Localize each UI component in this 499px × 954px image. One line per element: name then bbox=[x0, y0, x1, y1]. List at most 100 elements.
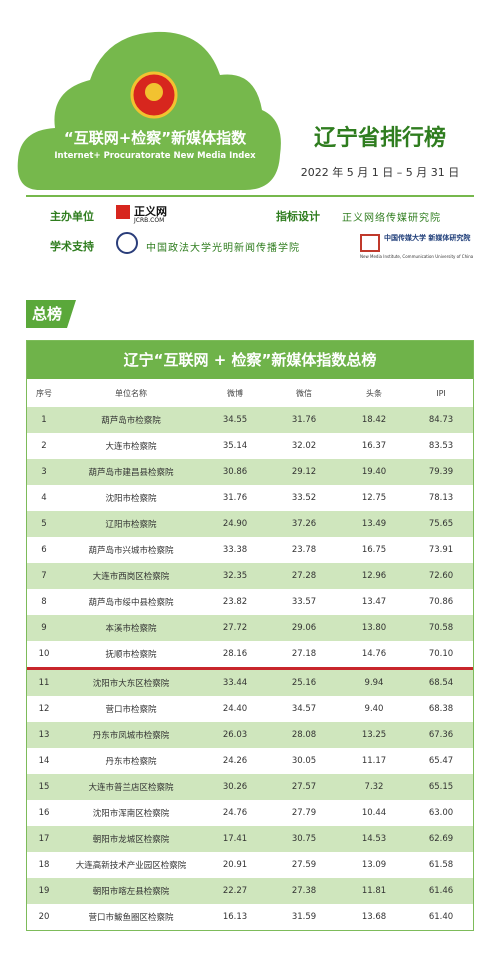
cell: 朝阳市龙城区检察院 bbox=[92, 835, 170, 845]
cell: 16 bbox=[38, 808, 50, 818]
cell: 16.37 bbox=[361, 441, 387, 451]
partner-icon bbox=[360, 234, 380, 252]
cell: 14.76 bbox=[361, 649, 387, 659]
section-tag: 总榜 bbox=[26, 300, 76, 328]
cell: 18.42 bbox=[361, 415, 387, 425]
table-row: 5 辽阳市检察院 24.90 37.26 13.49 75.65 bbox=[27, 511, 473, 537]
cell: 30.86 bbox=[222, 467, 248, 477]
cell: 19.40 bbox=[361, 467, 387, 477]
cell: 30.05 bbox=[291, 756, 317, 766]
host-icon bbox=[116, 205, 130, 219]
cell: 大连市检察院 bbox=[105, 442, 157, 452]
cell: 65.47 bbox=[428, 756, 454, 766]
table-row: 13 丹东市凤城市检察院 26.03 28.08 13.25 67.36 bbox=[27, 722, 473, 748]
cell: 72.60 bbox=[428, 571, 454, 581]
cell: 大连高新技术产业园区检察院 bbox=[75, 861, 187, 871]
table-row: 10 抚顺市检察院 28.16 27.18 14.76 70.10 bbox=[27, 641, 473, 670]
title-en: Internet+ Procuratorate New Media Index bbox=[54, 151, 256, 161]
cell: 12.75 bbox=[361, 493, 387, 503]
cell: 3 bbox=[41, 467, 47, 477]
table-body: 1 葫芦岛市检察院 34.55 31.76 18.42 84.73 2 大连市检察院 35.14… bbox=[27, 407, 473, 930]
design-label: 指标设计 bbox=[276, 210, 320, 223]
cell: 28.16 bbox=[222, 649, 248, 659]
cell: 9 bbox=[41, 623, 47, 633]
cell: 14 bbox=[38, 756, 50, 766]
column-header: 微信 bbox=[296, 388, 312, 398]
cell: 27.79 bbox=[291, 808, 317, 818]
cell: 31.76 bbox=[222, 493, 248, 503]
cell: 4 bbox=[41, 493, 47, 503]
cell: 27.18 bbox=[291, 649, 317, 659]
support-icon bbox=[116, 232, 138, 254]
table-row: 11 沈阳市大东区检察院 33.44 25.16 9.94 68.54 bbox=[27, 670, 473, 696]
title-cn: “互联网+检察”新媒体指数 bbox=[63, 129, 247, 147]
column-header: IPI bbox=[436, 388, 446, 398]
cell: 32.02 bbox=[291, 441, 317, 451]
cell: 30.75 bbox=[291, 834, 317, 844]
cell: 葫芦岛市建昌县检察院 bbox=[88, 468, 174, 478]
cell: 34.55 bbox=[222, 415, 248, 425]
cell: 朝阳市喀左县检察院 bbox=[92, 887, 170, 897]
cell: 27.57 bbox=[291, 782, 317, 792]
cell: 15 bbox=[38, 782, 50, 792]
cell: 27.59 bbox=[291, 860, 317, 870]
cell: 丹东市检察院 bbox=[105, 757, 157, 767]
cell: 68.38 bbox=[428, 704, 454, 714]
cell: 9.40 bbox=[364, 704, 384, 714]
cell: 7 bbox=[41, 571, 47, 581]
table-row: 17 朝阳市龙城区检察院 17.41 30.75 14.53 62.69 bbox=[27, 826, 473, 852]
cell: 24.76 bbox=[222, 808, 248, 818]
support-label: 学术支持 bbox=[50, 240, 94, 253]
column-header: 微博 bbox=[227, 388, 243, 398]
table-row: 16 沈阳市浑南区检察院 24.76 27.79 10.44 63.00 bbox=[27, 800, 473, 826]
cell: 辽阳市检察院 bbox=[105, 520, 157, 530]
cell: 23.78 bbox=[291, 545, 317, 555]
cell: 丹东市凤城市检察院 bbox=[92, 731, 170, 741]
table: 辽宁“互联网 + 检察”新媒体指数总榜 序号 单位名称 微博 微信 头条 IPI 1 葫芦岛… bbox=[26, 340, 474, 931]
cell: 29.12 bbox=[291, 467, 317, 477]
cell: 沈阳市检察院 bbox=[105, 494, 157, 504]
host-label: 主办单位 bbox=[50, 210, 94, 223]
cell: 35.14 bbox=[222, 441, 248, 451]
cell: 14.53 bbox=[361, 834, 387, 844]
cell: 13.80 bbox=[361, 623, 387, 633]
cell: 70.86 bbox=[428, 597, 454, 607]
cell: 大连市西岗区检察院 bbox=[92, 572, 170, 582]
cell: 23.82 bbox=[222, 597, 248, 607]
cell: 9.94 bbox=[364, 678, 384, 688]
table-row: 9 本溪市检察院 27.72 29.06 13.80 70.58 bbox=[27, 615, 473, 641]
cell: 32.35 bbox=[222, 571, 248, 581]
cell: 营口市鲅鱼圈区检察院 bbox=[88, 913, 174, 923]
table-row: 7 大连市西岗区检察院 32.35 27.28 12.96 72.60 bbox=[27, 563, 473, 589]
column-header: 单位名称 bbox=[115, 388, 147, 398]
column-header: 头条 bbox=[366, 388, 382, 398]
cell: 33.44 bbox=[222, 678, 248, 688]
host-logo: 正义网 bbox=[134, 205, 167, 218]
table-row: 15 大连市普兰店区检察院 30.26 27.57 7.32 65.15 bbox=[27, 774, 473, 800]
cell: 5 bbox=[41, 519, 47, 529]
cell: 10 bbox=[38, 649, 50, 659]
cell: 24.90 bbox=[222, 519, 248, 529]
cell: 本溪市检察院 bbox=[105, 624, 157, 634]
cell: 16.13 bbox=[222, 912, 248, 922]
table-row: 20 营口市鲅鱼圈区检察院 16.13 31.59 13.68 61.40 bbox=[27, 904, 473, 930]
cell: 70.10 bbox=[428, 649, 454, 659]
cell: 2 bbox=[41, 441, 47, 451]
cell: 沈阳市浑南区检察院 bbox=[92, 809, 170, 819]
column-header: 序号 bbox=[36, 388, 52, 398]
cell: 16.75 bbox=[361, 545, 387, 555]
cell: 84.73 bbox=[428, 415, 454, 425]
cell: 7.32 bbox=[364, 782, 384, 792]
cell: 75.65 bbox=[428, 519, 454, 529]
cell: 11.17 bbox=[361, 756, 387, 766]
cell: 13.49 bbox=[361, 519, 387, 529]
cell: 30.26 bbox=[222, 782, 248, 792]
cell: 63.00 bbox=[428, 808, 454, 818]
cell: 13.68 bbox=[361, 912, 387, 922]
table-row: 3 葫芦岛市建昌县检察院 30.86 29.12 19.40 79.39 bbox=[27, 459, 473, 485]
cell: 68.54 bbox=[428, 678, 454, 688]
cell: 抚顺市检察院 bbox=[105, 650, 157, 660]
table-row: 14 丹东市检察院 24.26 30.05 11.17 65.47 bbox=[27, 748, 473, 774]
cell: 79.39 bbox=[428, 467, 454, 477]
